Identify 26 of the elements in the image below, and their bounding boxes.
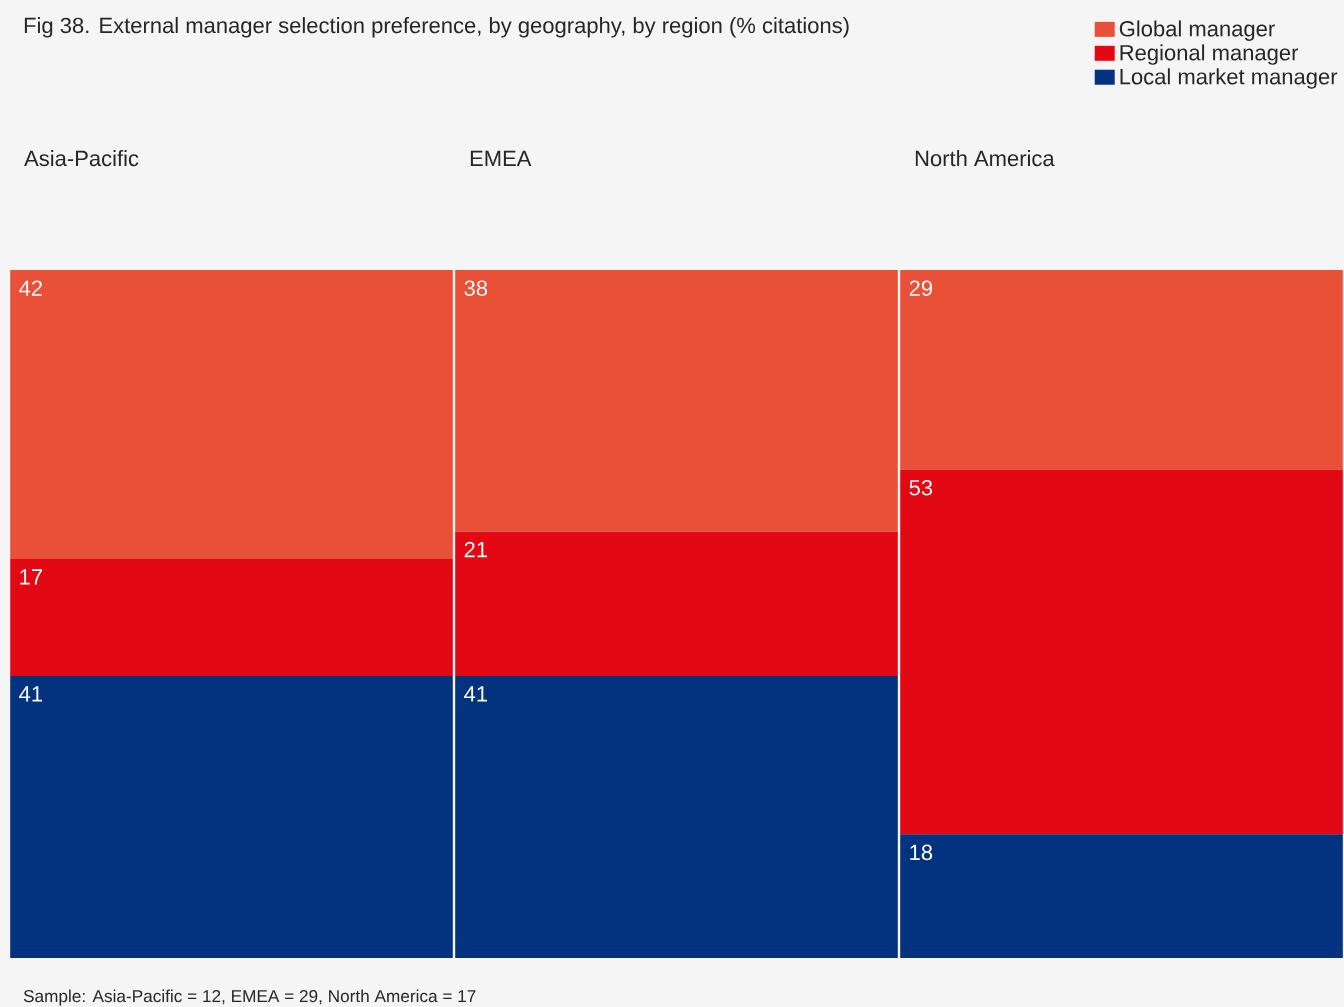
chart-title: Fig 38. External manager selection preference, by geography, by region (% citations) [24,17,849,38]
bar [10,269,453,559]
bar [900,269,1343,470]
data-label: 53 [909,479,933,496]
bar [900,469,1343,835]
data-label: 21 [464,541,487,558]
bar [455,531,898,676]
bar [455,269,898,532]
data-label: 41 [464,686,487,702]
bar [10,675,453,958]
bar [455,675,898,958]
bar [10,558,453,676]
data-label: 18 [910,844,933,861]
x-tick-label: EMEA [470,150,532,166]
legend-label: Regional manager [1120,44,1299,65]
data-label: 42 [19,280,42,296]
x-tick-label: North America [915,150,1055,167]
data-label: 29 [909,280,933,296]
bar [900,834,1343,958]
data-label: 41 [19,686,42,702]
text: Sample: Asia-Pacific = 12, EMEA = 29, North America = 17 [23,989,476,1006]
data-label: 38 [464,280,488,296]
data-label: 17 [20,569,42,585]
legend-label: Global manager [1119,20,1275,41]
x-tick-label: Asia-Pacific [24,150,139,167]
legend-label: Local market manager [1120,68,1338,89]
